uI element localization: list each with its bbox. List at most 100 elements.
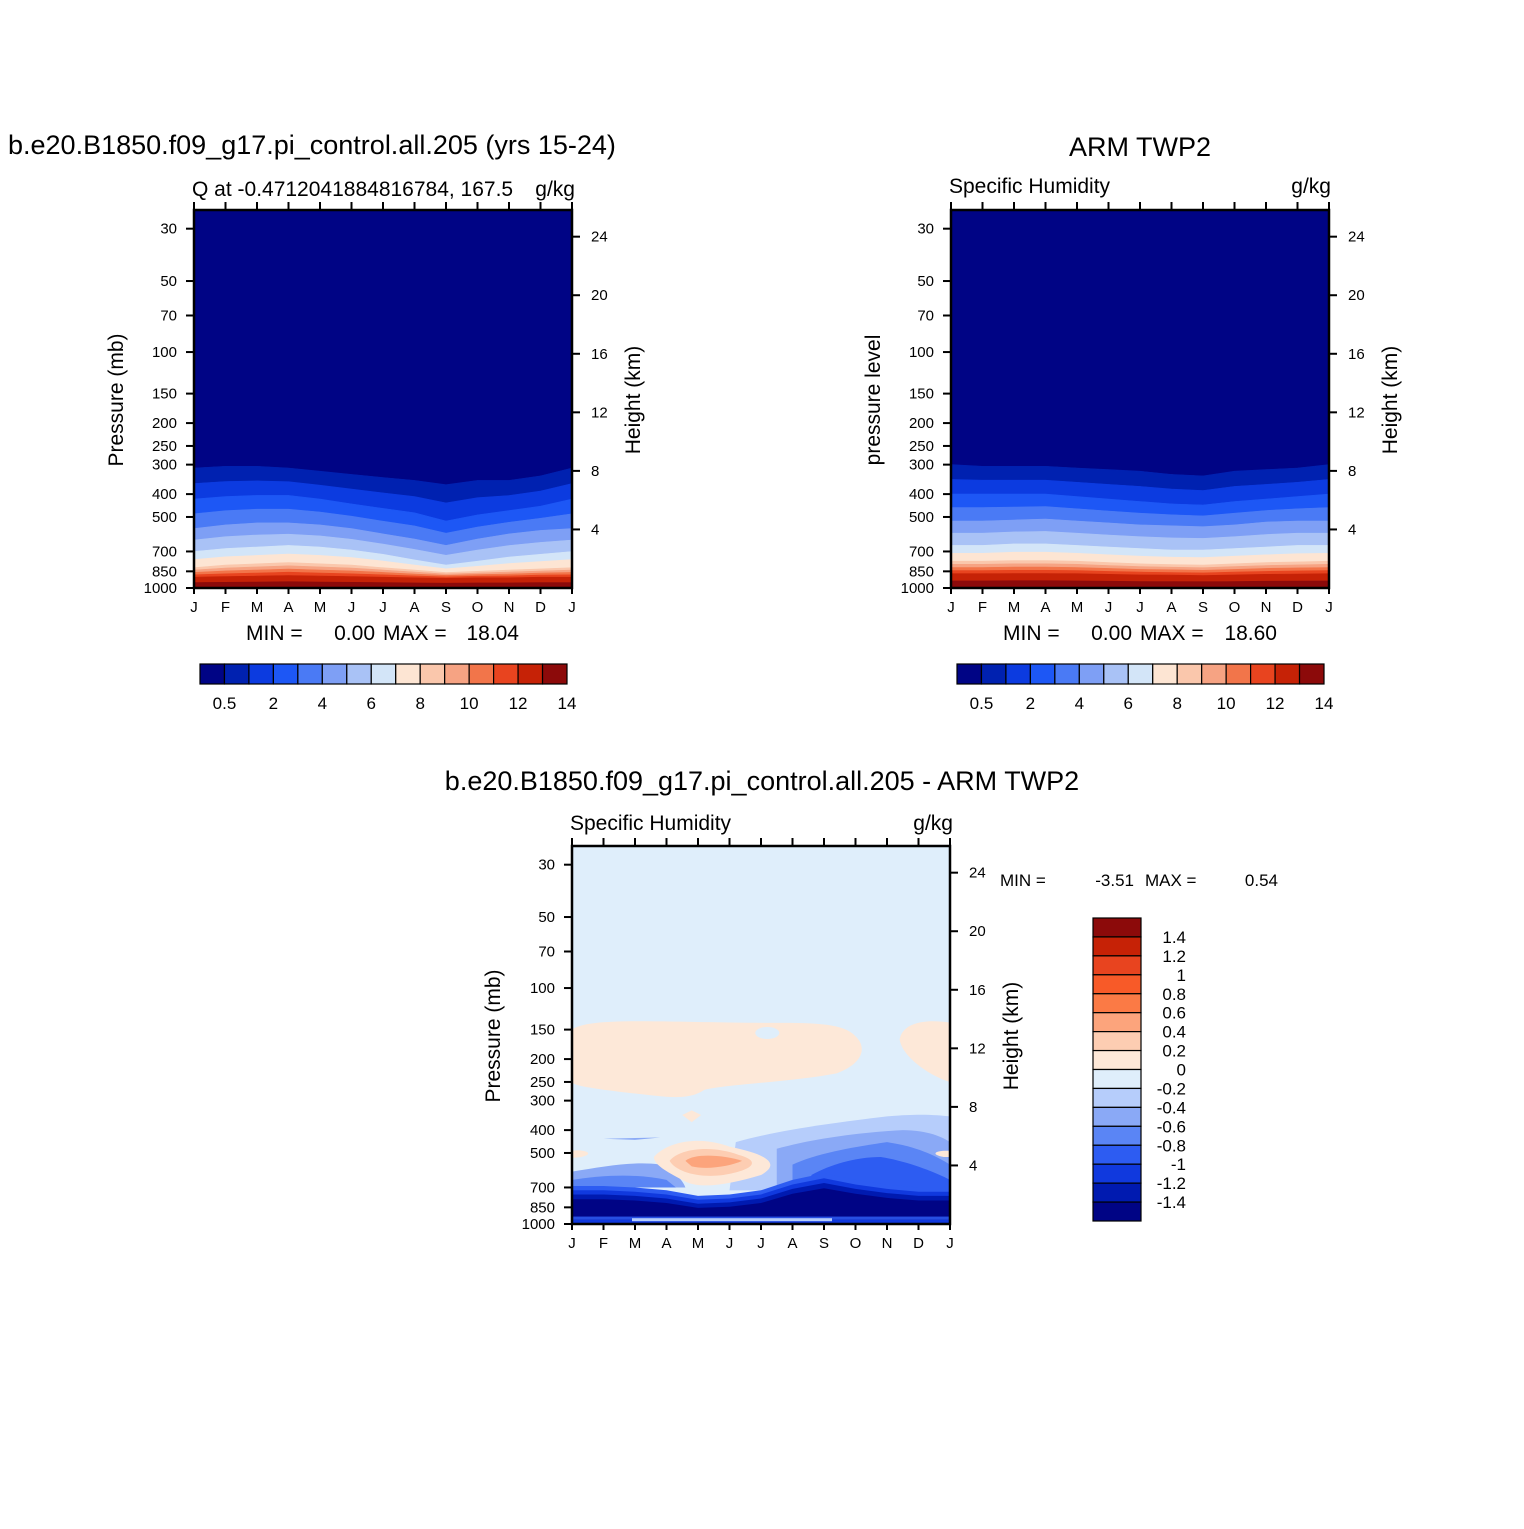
x-tick-label: O — [472, 599, 484, 616]
colorbar-swatch — [1078, 663, 1105, 685]
colorbar-swatch — [444, 663, 470, 685]
colorbar-label: 8 — [415, 694, 424, 713]
y-tick-label: 70 — [538, 944, 555, 961]
colorbar-label: -0.6 — [1157, 1117, 1186, 1136]
contour-band — [951, 580, 1329, 588]
colorbar-swatch — [248, 663, 275, 685]
colorbar-swatch — [1029, 663, 1056, 685]
y2-tick-label: 8 — [1348, 463, 1356, 480]
x-tick-label: J — [726, 1235, 734, 1252]
panel-right-contours — [951, 210, 1329, 588]
y-tick-label: 50 — [917, 273, 934, 290]
x-tick-label: N — [504, 599, 515, 616]
colorbar-swatch — [1249, 663, 1276, 685]
x-tick-label: A — [1040, 599, 1050, 616]
panel-right-ylabel: pressure level — [862, 335, 885, 466]
y2-tick-label: 16 — [969, 982, 986, 999]
x-tick-label: J — [348, 599, 356, 616]
y-tick-label: 300 — [152, 457, 177, 474]
contour-band — [572, 1216, 950, 1220]
colorbar-label: -0.2 — [1157, 1079, 1186, 1098]
contour-band — [572, 1150, 589, 1158]
x-tick-label: S — [441, 599, 451, 616]
y-tick-label: 700 — [152, 543, 177, 560]
contour-band — [572, 1021, 862, 1098]
colorbar-swatch — [297, 663, 323, 685]
y2-tick-label: 4 — [591, 521, 599, 538]
colorbar-swatch — [1092, 1012, 1142, 1033]
contour-band — [572, 1175, 676, 1188]
panel-diff-max-label: MAX = — [1145, 871, 1197, 890]
panel-left-colorbar: 0.5 2 4 6 8 10 12 14 — [199, 663, 576, 713]
y-tick-label: 30 — [160, 221, 177, 238]
y2-tick-label: 24 — [591, 229, 608, 246]
x-tick-label: J — [757, 1235, 765, 1252]
colorbar-swatch — [517, 663, 544, 685]
panel-diff-min-label: MIN = — [1000, 871, 1046, 890]
y-tick-label: 1000 — [144, 580, 177, 597]
colorbar-label: 12 — [509, 694, 528, 713]
colorbar-swatch — [1092, 1144, 1142, 1165]
x-tick-label: A — [409, 599, 419, 616]
colorbar-label: 14 — [1315, 694, 1334, 713]
x-tick-label: M — [692, 1235, 705, 1252]
y-tick-label: 300 — [530, 1093, 555, 1110]
y2-tick-label: 16 — [591, 346, 608, 363]
colorbar-swatch — [1092, 1049, 1142, 1071]
y-tick-label: 700 — [530, 1179, 555, 1196]
colorbar-label: -0.4 — [1157, 1098, 1186, 1117]
colorbar-swatch — [1092, 936, 1142, 957]
colorbar-swatch — [395, 663, 421, 685]
x-tick-label: F — [599, 1235, 608, 1252]
colorbar-label: 1 — [1177, 966, 1186, 985]
panel-diff: b.e20.B1850.f09_g17.pi_control.all.205 -… — [445, 766, 1278, 1252]
colorbar-label: 6 — [367, 694, 376, 713]
x-tick-label: J — [1136, 599, 1144, 616]
panel-right-max-label: MAX = — [1140, 622, 1204, 645]
colorbar-swatch — [1092, 1087, 1142, 1108]
colorbar-swatch — [1092, 1182, 1142, 1203]
colorbar-swatch — [1092, 917, 1142, 938]
colorbar-label: 4 — [1075, 694, 1084, 713]
contour-band — [572, 1219, 950, 1224]
panel-right-units: g/kg — [1291, 175, 1331, 198]
panel-right-colorbar: 0.5 2 4 6 8 10 12 14 — [956, 663, 1334, 713]
y2-tick-label: 20 — [969, 923, 986, 940]
panel-left-max: 18.04 — [466, 622, 519, 645]
colorbar-swatch — [1092, 1068, 1142, 1090]
y-tick-label: 150 — [909, 386, 934, 403]
x-tick-label: O — [1229, 599, 1241, 616]
contour-band — [682, 1110, 702, 1123]
contour-band — [935, 1150, 950, 1157]
y2-tick-label: 16 — [1348, 346, 1365, 363]
colorbar-swatch — [1274, 663, 1301, 685]
colorbar-label: 0.4 — [1162, 1023, 1186, 1042]
y-tick-label: 250 — [152, 438, 177, 455]
y-tick-label: 850 — [909, 563, 934, 580]
panel-left-stats: MIN = 0.00 MAX = 18.04 — [246, 622, 519, 645]
y2-tick-label: 8 — [591, 463, 599, 480]
colorbar-swatch — [1103, 663, 1129, 685]
y-tick-label: 400 — [530, 1122, 555, 1139]
panel-right-title: ARM TWP2 — [1069, 132, 1211, 162]
colorbar-swatch — [1176, 663, 1203, 685]
colorbar-label: -0.8 — [1157, 1136, 1186, 1155]
x-tick-label: J — [568, 1235, 576, 1252]
x-tick-label: J — [1105, 599, 1113, 616]
contour-band — [899, 1021, 950, 1082]
panel-diff-colorbar: 1.41.210.80.60.40.20-0.2-0.4-0.6-0.8-1-1… — [1092, 917, 1186, 1222]
y2-tick-label: 4 — [1348, 521, 1356, 538]
y2-tick-label: 20 — [591, 287, 608, 304]
colorbar-swatch — [1092, 1125, 1142, 1146]
contour-band — [194, 581, 572, 588]
y-tick-label: 150 — [152, 386, 177, 403]
x-tick-label: N — [882, 1235, 893, 1252]
panel-left-ylabel-right: Height (km) — [622, 346, 645, 455]
y2-tick-label: 24 — [969, 865, 986, 882]
x-tick-label: D — [535, 599, 546, 616]
y-tick-label: 850 — [530, 1199, 555, 1216]
y-tick-label: 50 — [538, 909, 555, 926]
colorbar-label: 8 — [1172, 694, 1181, 713]
panel-diff-subtitle: Specific Humidity — [570, 812, 732, 835]
